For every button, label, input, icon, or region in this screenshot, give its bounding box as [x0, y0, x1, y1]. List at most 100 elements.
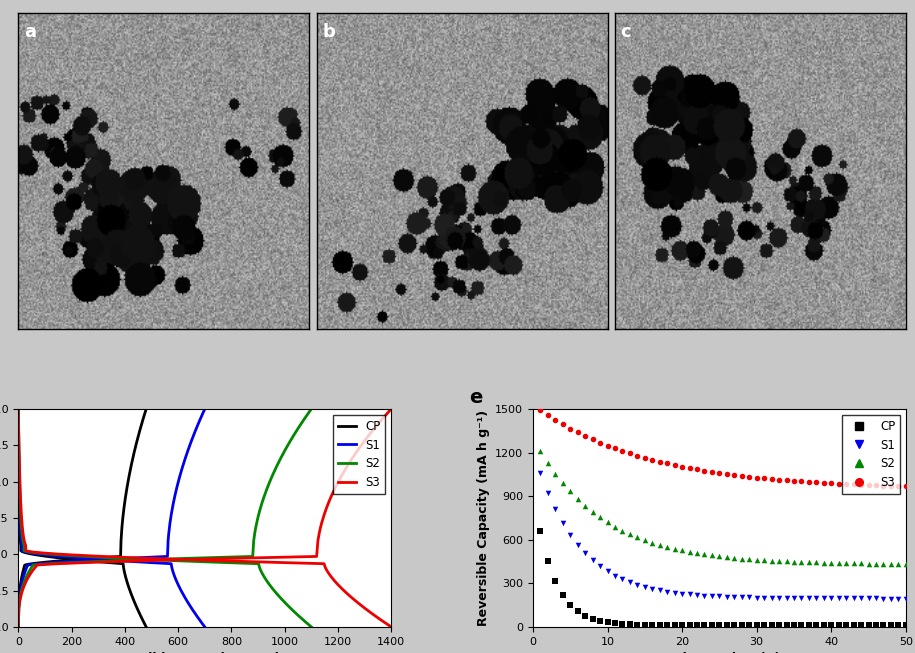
- Point: [645, 584, 660, 594]
- Text: a: a: [24, 23, 36, 40]
- Point: [757, 555, 771, 565]
- Point: [787, 556, 802, 567]
- Point: [615, 526, 630, 536]
- Point: [764, 556, 779, 566]
- Point: [846, 558, 861, 569]
- Point: [868, 480, 883, 490]
- Point: [899, 559, 913, 569]
- Point: [861, 558, 876, 569]
- Point: [816, 558, 831, 568]
- Point: [683, 463, 697, 473]
- Point: [570, 494, 585, 504]
- Point: [660, 620, 674, 631]
- Point: [638, 453, 652, 463]
- Point: [615, 619, 630, 629]
- Point: [683, 589, 697, 599]
- Point: [877, 558, 891, 569]
- Point: [794, 476, 809, 486]
- Point: [757, 620, 771, 631]
- Point: [764, 620, 779, 631]
- Point: [608, 618, 622, 629]
- Point: [577, 611, 592, 621]
- Point: [780, 620, 794, 631]
- Point: [854, 479, 868, 490]
- Point: [809, 620, 824, 631]
- Point: [555, 590, 570, 601]
- Point: [652, 540, 667, 550]
- Point: [690, 590, 705, 600]
- Point: [705, 591, 719, 601]
- Point: [690, 548, 705, 558]
- Point: [667, 543, 682, 554]
- Point: [735, 553, 749, 564]
- Point: [884, 594, 899, 604]
- Point: [712, 620, 727, 631]
- X-axis label: Cycle Number (n): Cycle Number (n): [658, 652, 780, 653]
- Point: [577, 431, 592, 441]
- Point: [608, 522, 622, 532]
- Point: [683, 620, 697, 631]
- Point: [735, 592, 749, 603]
- Point: [757, 592, 771, 603]
- Point: [600, 517, 615, 528]
- Point: [586, 555, 600, 565]
- Point: [563, 423, 577, 434]
- Point: [891, 620, 906, 631]
- Point: [652, 456, 667, 467]
- Point: [615, 574, 630, 584]
- Point: [593, 512, 608, 522]
- Point: [868, 594, 883, 604]
- Point: [570, 539, 585, 550]
- Point: [861, 480, 876, 490]
- Point: [877, 481, 891, 491]
- Point: [645, 454, 660, 465]
- Point: [705, 467, 719, 477]
- Point: [824, 593, 838, 603]
- Point: [719, 552, 734, 562]
- Point: [622, 577, 637, 588]
- Point: [586, 507, 600, 517]
- Point: [570, 606, 585, 616]
- Point: [719, 469, 734, 479]
- Point: [809, 557, 824, 567]
- Point: [764, 474, 779, 485]
- Point: [548, 415, 563, 425]
- Point: [630, 580, 645, 590]
- Point: [667, 588, 682, 598]
- Point: [652, 585, 667, 596]
- Point: [809, 477, 824, 488]
- Point: [794, 620, 809, 631]
- Point: [541, 487, 555, 498]
- Point: [735, 471, 749, 481]
- Point: [608, 443, 622, 454]
- Point: [899, 594, 913, 604]
- Point: [697, 466, 712, 476]
- Point: [749, 620, 764, 631]
- Point: [802, 620, 816, 631]
- Point: [749, 592, 764, 603]
- Point: [615, 446, 630, 456]
- Point: [548, 576, 563, 586]
- Point: [891, 481, 906, 491]
- Point: [780, 475, 794, 486]
- Point: [861, 594, 876, 604]
- Point: [533, 446, 548, 456]
- Point: [846, 620, 861, 631]
- Point: [630, 451, 645, 461]
- Point: [832, 479, 846, 489]
- Point: [877, 594, 891, 604]
- Point: [638, 535, 652, 545]
- Point: [660, 542, 674, 552]
- Point: [816, 478, 831, 488]
- Point: [846, 479, 861, 490]
- Point: [667, 620, 682, 631]
- Point: [645, 537, 660, 548]
- Point: [727, 620, 742, 631]
- Point: [652, 620, 667, 630]
- Point: [780, 556, 794, 567]
- Point: [816, 593, 831, 603]
- Point: [555, 518, 570, 528]
- Point: [622, 529, 637, 539]
- Point: [533, 406, 548, 416]
- Point: [824, 620, 838, 631]
